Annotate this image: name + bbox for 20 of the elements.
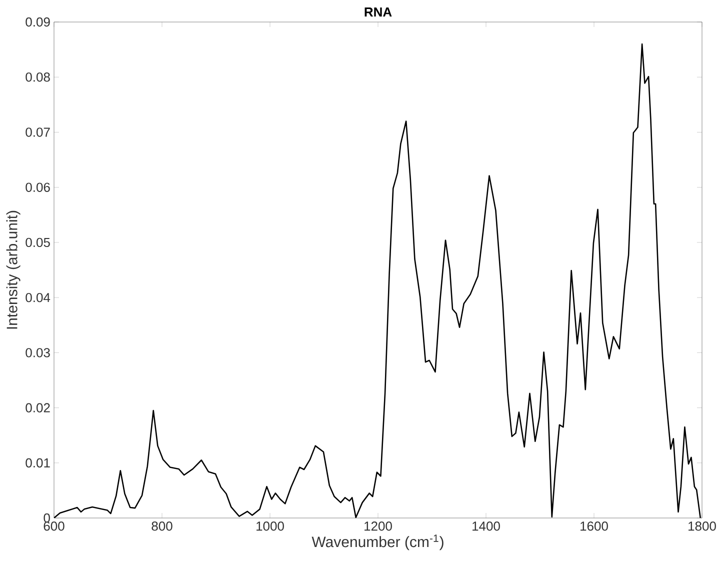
y-tick-label: 0.06 xyxy=(26,182,50,192)
y-tick-label: 0.02 xyxy=(26,403,50,412)
y-tick-label: 0.09 xyxy=(26,17,50,27)
x-tick-label: 1200 xyxy=(364,522,392,531)
y-tick-label: 0.03 xyxy=(26,348,50,358)
y-tick-label: 0.07 xyxy=(26,128,50,137)
chart-title: RNA xyxy=(364,8,392,16)
x-tick-label: 800 xyxy=(152,522,172,531)
line-series xyxy=(54,43,702,518)
x-tick-label: 1000 xyxy=(256,522,284,531)
y-tick-label: 0.05 xyxy=(26,238,50,248)
x-tick-label: 1800 xyxy=(688,522,716,531)
y-tick-label: 0.04 xyxy=(26,292,50,302)
x-tick-label: 600 xyxy=(44,522,64,531)
y-axis-title: Intensity (arb.unit) xyxy=(6,210,20,329)
y-tick-label: 0.08 xyxy=(26,72,50,82)
x-tick-label: 1600 xyxy=(580,522,608,531)
x-tick-label: 1400 xyxy=(472,522,500,531)
x-axis-title: Wavenumber (cm$^{-1}$) xyxy=(312,534,444,550)
y-tick-label: 0.01 xyxy=(26,458,50,468)
